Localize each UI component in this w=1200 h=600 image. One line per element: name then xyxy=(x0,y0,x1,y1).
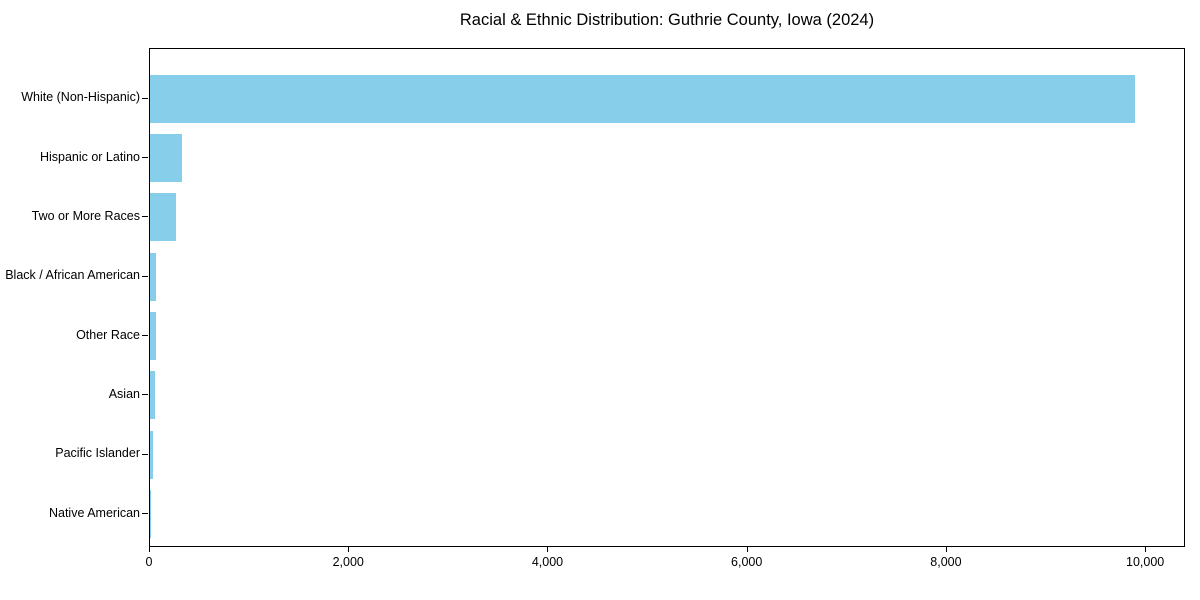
x-tick-label-6000: 6,000 xyxy=(731,555,763,569)
y-tick-label-native-american: Native American xyxy=(48,505,140,520)
y-tick-label-pacific-islander: Pacific Islander xyxy=(55,446,140,461)
x-tick-mark xyxy=(547,547,549,552)
y-tick-label-other-race: Other Race xyxy=(76,327,140,342)
chart-title: Racial & Ethnic Distribution: Guthrie Co… xyxy=(459,11,875,29)
bar-pacific-islander xyxy=(150,430,153,479)
x-tick-label-10000: 10,000 xyxy=(1126,555,1165,569)
bar-other-race xyxy=(150,312,156,361)
y-tick-mark xyxy=(142,335,148,337)
y-tick-label-black-african-american: Black / African American xyxy=(5,268,140,283)
y-tick-label-two-or-more-races: Two or More Races xyxy=(31,208,140,223)
y-tick-mark xyxy=(142,275,148,277)
y-tick-mark xyxy=(142,453,148,455)
x-tick-mark xyxy=(1145,547,1147,552)
bar-white-non-hispanic xyxy=(150,74,1136,123)
x-tick-label-0: 0 xyxy=(145,555,153,569)
x-tick-mark xyxy=(746,547,748,552)
bar-two-or-more-races xyxy=(150,193,177,242)
y-tick-mark xyxy=(142,216,148,218)
y-tick-label-asian: Asian xyxy=(108,386,140,401)
y-tick-mark xyxy=(142,157,148,159)
bar-hispanic-or-latino xyxy=(150,134,183,183)
bar-asian xyxy=(150,371,156,420)
x-tick-mark xyxy=(149,547,150,552)
y-tick-mark xyxy=(142,97,148,99)
x-tick-mark xyxy=(348,547,350,552)
y-tick-label-hispanic-or-latino: Hispanic or Latino xyxy=(39,149,140,164)
y-tick-mark xyxy=(142,513,148,514)
x-tick-label-2000: 2,000 xyxy=(332,555,364,569)
bar-native-american xyxy=(150,490,151,538)
bar-black-african-american xyxy=(150,252,157,301)
x-tick-label-4000: 4,000 xyxy=(531,555,564,569)
x-tick-label-8000: 8,000 xyxy=(930,555,962,569)
y-tick-mark xyxy=(142,394,148,396)
y-tick-label-white-non-hispanic: White (Non-Hispanic) xyxy=(21,90,140,105)
x-tick-mark xyxy=(945,547,947,552)
plot-area xyxy=(149,48,1185,547)
